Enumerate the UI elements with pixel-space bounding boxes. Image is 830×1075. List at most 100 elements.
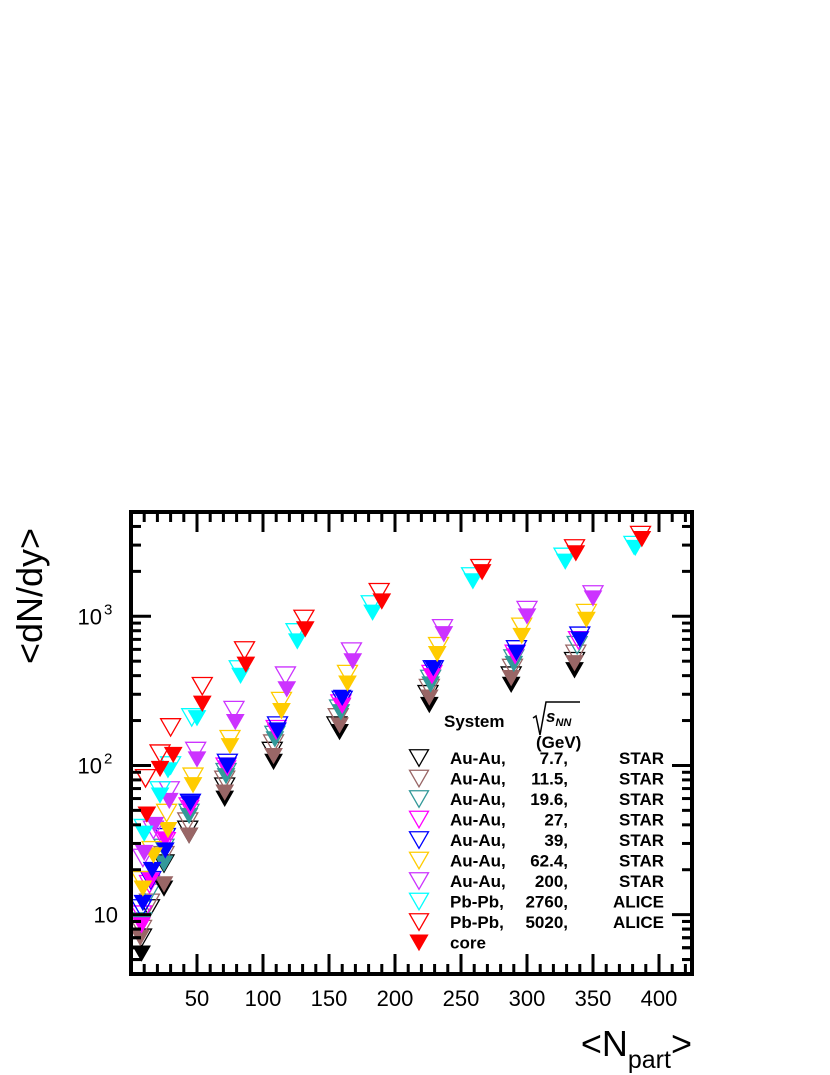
- data-point: [137, 806, 157, 823]
- data-point: [427, 645, 447, 663]
- y-tick-label: 10: [78, 753, 102, 778]
- data-point: [184, 741, 207, 762]
- data-point: [233, 641, 256, 661]
- data-point: [472, 564, 492, 581]
- legend-energy: 19.6,: [530, 790, 568, 809]
- x-tick-label: 100: [245, 986, 282, 1011]
- legend-system: Pb-Pb,: [450, 893, 504, 912]
- data-point: [295, 621, 315, 638]
- data-point: [423, 660, 443, 677]
- x-tick-label: 250: [443, 986, 480, 1011]
- legend-energy: 62.4,: [530, 852, 568, 871]
- data-point: [555, 553, 575, 570]
- y-tick-label-exponent: 2: [104, 750, 112, 767]
- y-tick-label: 10: [78, 604, 102, 629]
- legend-marker: [408, 769, 430, 789]
- data-point: [625, 539, 645, 557]
- data-point: [187, 710, 207, 727]
- legend-marker: [408, 810, 430, 830]
- legend-header-system: System: [444, 712, 504, 731]
- data-point: [191, 676, 214, 697]
- x-tick-label: 150: [311, 986, 348, 1011]
- legend-system: Pb-Pb,: [450, 913, 504, 932]
- data-point: [566, 545, 586, 562]
- legend-entries: Au-Au, 7.7, STAR Au-Au, 11.5, STAR Au-Au, 19.6,…: [408, 749, 664, 953]
- data-point: [145, 816, 165, 834]
- x-tick-label: 400: [641, 986, 678, 1011]
- data-point: [340, 642, 363, 662]
- legend-marker: [408, 913, 430, 932]
- data-point: [148, 744, 172, 764]
- legend-experiment: STAR: [619, 872, 664, 891]
- legend-marker: [408, 749, 430, 768]
- data-point: [565, 655, 584, 672]
- legend-energy: 39,: [544, 831, 568, 850]
- data-point: [517, 608, 537, 625]
- data-point: [192, 695, 212, 712]
- legend-experiment: ALICE: [613, 913, 664, 932]
- data-point: [274, 666, 297, 686]
- data-point: [225, 713, 245, 731]
- y-tick-label-exponent: 3: [104, 601, 112, 618]
- data-point: [264, 747, 283, 765]
- svg-text:<Npart>: <Npart>: [581, 1023, 692, 1074]
- data-point: [154, 876, 174, 893]
- data-point: [270, 691, 293, 712]
- plot-frame: [129, 510, 694, 976]
- x-axis-label-main: <N: [581, 1023, 628, 1064]
- data-point: [507, 644, 526, 662]
- data-point: [336, 664, 359, 685]
- legend-system: Au-Au,: [450, 872, 506, 891]
- legend-experiment: STAR: [619, 790, 664, 809]
- data-point: [338, 675, 357, 692]
- data-point: [132, 945, 151, 962]
- x-axis: 50 100 150 200 250 300 350 400: [129, 512, 687, 1011]
- legend-marker: [408, 851, 430, 871]
- x-axis-label: <Npart>: [581, 1023, 692, 1074]
- data-point: [268, 722, 287, 739]
- legend-energy: 2760,: [525, 893, 568, 912]
- legend-system: Au-Au,: [450, 811, 506, 830]
- legend: System sNN (GeV) Au-Au, 7.7, STAR Au-Au, 11.…: [408, 701, 664, 953]
- data-layer: [130, 525, 652, 962]
- data-point: [434, 626, 454, 643]
- data-point: [134, 825, 154, 842]
- data-point: [570, 631, 590, 648]
- data-point: [181, 795, 200, 812]
- data-point: [368, 582, 391, 603]
- legend-marker: [408, 831, 430, 850]
- data-point: [277, 681, 297, 698]
- legend-experiment: STAR: [619, 749, 664, 768]
- y-tick-label: 10: [94, 903, 118, 928]
- legend-system: Au-Au,: [450, 831, 506, 850]
- data-point: [159, 718, 182, 738]
- data-point: [332, 689, 352, 706]
- data-point: [501, 670, 521, 687]
- data-point: [632, 531, 652, 548]
- data-point: [179, 827, 199, 844]
- data-point: [215, 784, 235, 801]
- data-point: [510, 617, 533, 637]
- data-point: [463, 573, 483, 590]
- legend-experiment: STAR: [619, 852, 664, 871]
- legend-experiment: STAR: [619, 811, 664, 830]
- legend-system: Au-Au,: [450, 790, 506, 809]
- legend-experiment: STAR: [619, 831, 664, 850]
- data-point: [284, 623, 308, 643]
- data-point: [142, 861, 162, 879]
- legend-sqrt-icon: [532, 701, 580, 736]
- data-point: [583, 590, 603, 607]
- legend-energy: 7.7,: [540, 749, 568, 768]
- legend-marker: [408, 872, 430, 891]
- legend-experiment: STAR: [619, 770, 664, 789]
- data-point: [343, 653, 363, 670]
- legend-header-energy: s: [546, 707, 555, 726]
- data-point: [577, 611, 596, 628]
- legend-header-energy-sub: NN: [555, 717, 572, 729]
- svg-text:sNN: sNN: [546, 707, 572, 729]
- legend-marker: [409, 934, 429, 952]
- legend-energy: 27,: [544, 811, 568, 830]
- x-axis-label-sub: part: [628, 1046, 671, 1074]
- data-point: [512, 627, 532, 645]
